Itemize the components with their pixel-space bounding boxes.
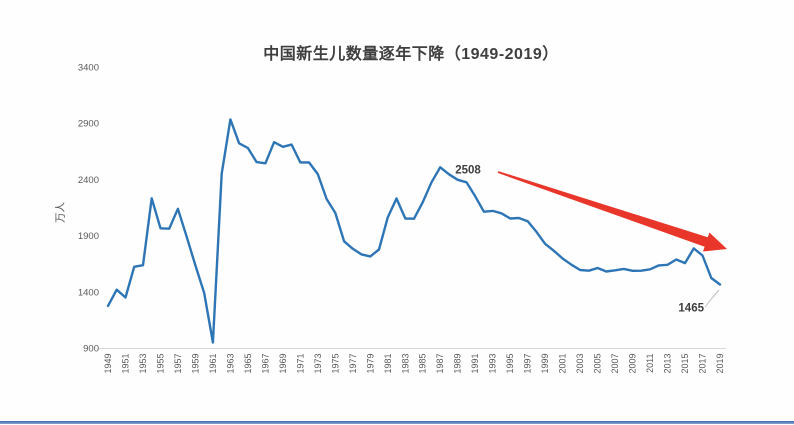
x-tick-label: 1997: [523, 354, 533, 374]
y-axis-tick-labels: 900 1400 1900 2400 2900 3400: [78, 63, 99, 355]
x-tick-label: 1989: [453, 354, 463, 374]
y-tick-label: 3400: [78, 63, 99, 74]
x-tick-label: 1973: [313, 354, 323, 374]
x-tick-label: 1971: [295, 354, 305, 374]
end-value-label: 1465: [678, 302, 704, 314]
x-tick-label: 2001: [558, 354, 568, 374]
x-tick-label: 2015: [680, 354, 690, 374]
x-tick-label: 2007: [610, 354, 620, 374]
x-tick-label: 1951: [120, 354, 130, 374]
x-tick-label: 1949: [103, 354, 113, 374]
end-label-leader-line: [704, 289, 720, 308]
x-tick-label: 1967: [260, 354, 270, 374]
x-tick-label: 1963: [225, 354, 235, 374]
x-tick-label: 1995: [505, 354, 515, 374]
y-tick-label: 1400: [78, 287, 99, 298]
x-tick-label: 1979: [365, 354, 375, 374]
y-tick-label: 2400: [78, 175, 99, 186]
x-tick-label: 1961: [208, 354, 218, 374]
x-tick-label: 1991: [470, 354, 480, 374]
x-tick-label: 1957: [173, 354, 183, 374]
births-line-series: [106, 118, 722, 344]
x-tick-label: 1959: [190, 354, 200, 374]
x-tick-label: 2013: [663, 354, 673, 374]
x-tick-label: 1977: [348, 354, 358, 374]
x-tick-label: 1955: [155, 354, 165, 374]
x-tick-label: 2005: [593, 354, 603, 374]
x-tick-label: 1969: [278, 354, 288, 374]
peak-value-label: 2508: [455, 164, 481, 176]
x-tick-label: 1983: [400, 354, 410, 374]
trend-down-arrow-icon: [497, 171, 727, 252]
x-tick-label: 2009: [628, 354, 638, 374]
y-tick-label: 900: [83, 344, 99, 355]
x-axis-tick-labels: 1949 1951 1953 1955 1957 1959 1961 1963 1965 1967…: [103, 354, 725, 374]
y-tick-label: 1900: [78, 231, 99, 242]
x-tick-label: 1953: [138, 354, 148, 374]
chart-title: 中国新生儿数量逐年下降（1949-2019）: [263, 46, 559, 63]
x-tick-label: 2003: [575, 354, 585, 374]
bottom-divider-bar: [0, 421, 794, 424]
x-tick-label: 2019: [715, 354, 725, 374]
x-tick-label: 1975: [330, 354, 340, 374]
x-tick-label: 1965: [243, 354, 253, 374]
x-tick-label: 2017: [698, 354, 708, 374]
x-tick-label: 2011: [645, 354, 655, 373]
x-tick-label: 1987: [435, 354, 445, 374]
x-tick-label: 1999: [540, 354, 550, 374]
x-tick-label: 1985: [418, 354, 428, 374]
y-tick-label: 2900: [78, 119, 99, 130]
x-tick-label: 1993: [488, 354, 498, 374]
x-tick-label: 1981: [383, 354, 393, 374]
